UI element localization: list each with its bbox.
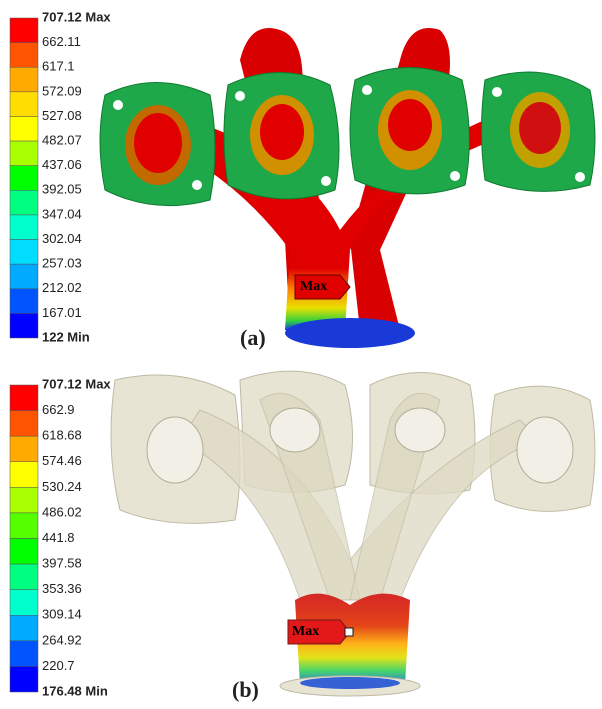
legend-swatch xyxy=(10,436,38,462)
legend-swatch xyxy=(10,513,38,539)
model-a xyxy=(100,28,595,348)
figure: Max (a) Max (b) 707.12 Max 662.11 617.1 572… xyxy=(0,0,602,709)
legend-swatch xyxy=(10,411,38,437)
legend-label: 618.68 xyxy=(42,428,82,443)
legend-label: 176.48 Min xyxy=(42,683,108,698)
legend-swatch xyxy=(10,264,38,289)
legend-swatch xyxy=(10,564,38,590)
legend-label: 662.11 xyxy=(42,34,81,49)
legend-swatch xyxy=(10,487,38,513)
legend-swatch xyxy=(10,590,38,616)
legend-label: 220.7 xyxy=(42,658,75,673)
legend-swatch xyxy=(10,313,38,338)
legend-label: 530.24 xyxy=(42,479,82,494)
legend-swatch xyxy=(10,641,38,667)
legend-swatch xyxy=(10,385,38,411)
legend-swatch xyxy=(10,240,38,265)
legend-label: 353.36 xyxy=(42,581,82,596)
legend-label: 264.92 xyxy=(42,632,82,647)
max-marker: Max xyxy=(300,279,327,294)
legend-swatch xyxy=(10,615,38,641)
legend-label: 617.1 xyxy=(42,59,75,74)
legend-label: 212.02 xyxy=(42,280,82,295)
panel-label: (b) xyxy=(232,677,259,702)
legend-label: 707.12 Max xyxy=(42,9,111,24)
legend-swatch xyxy=(10,666,38,692)
legend-swatch xyxy=(10,166,38,191)
legend-swatch xyxy=(10,18,38,43)
legend-label: 572.09 xyxy=(42,83,82,98)
legend-swatch xyxy=(10,92,38,117)
legend-swatch xyxy=(10,116,38,141)
legend-label: 397.58 xyxy=(42,556,82,571)
legend-label: 122 Min xyxy=(42,329,90,344)
legend-swatch xyxy=(10,289,38,314)
legend-label: 441.8 xyxy=(42,530,75,545)
legend-label: 347.04 xyxy=(42,206,82,221)
legend-label: 302.04 xyxy=(42,231,82,246)
legend-label: 486.02 xyxy=(42,504,82,519)
legend-label: 574.46 xyxy=(42,453,82,468)
legend-label: 662.9 xyxy=(42,402,75,417)
legend-label: 257.03 xyxy=(42,256,82,271)
legend-label: 482.07 xyxy=(42,133,82,148)
max-marker: Max xyxy=(292,624,319,639)
legend-swatch xyxy=(10,190,38,215)
legend-swatch xyxy=(10,539,38,565)
legend-label: 392.05 xyxy=(42,182,82,197)
panel-label: (a) xyxy=(240,325,266,350)
legend-swatch xyxy=(10,215,38,240)
legend-swatch xyxy=(10,141,38,166)
legend-label: 167.01 xyxy=(42,305,82,320)
legend-label: 527.08 xyxy=(42,108,82,123)
legend-label: 707.12 Max xyxy=(42,376,111,391)
legend-label: 309.14 xyxy=(42,607,82,622)
model-b xyxy=(111,371,595,696)
legend-swatch xyxy=(10,67,38,92)
legend-swatch xyxy=(10,462,38,488)
legend-label: 437.06 xyxy=(42,157,82,172)
legend-swatch xyxy=(10,43,38,68)
